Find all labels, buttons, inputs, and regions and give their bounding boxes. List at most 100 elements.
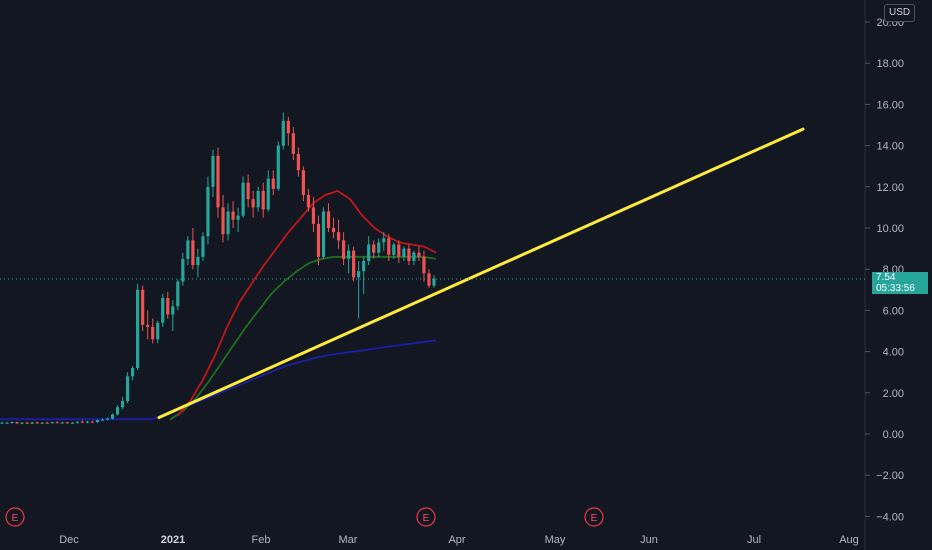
candle-body: [422, 256, 426, 274]
candle-body: [80, 421, 84, 423]
x-tick-label: Aug: [839, 534, 859, 546]
candle-body: [261, 190, 265, 210]
candle-body: [236, 215, 240, 220]
candle-body: [0, 422, 4, 424]
candle-body: [397, 244, 401, 257]
candle-body: [40, 422, 44, 424]
price-axis[interactable]: 20.0018.0016.0014.0012.0010.008.006.004.…: [865, 17, 904, 523]
x-tick-label: Apr: [448, 534, 465, 546]
candle-body: [296, 153, 300, 171]
candle-body: [216, 155, 220, 208]
candle-body: [347, 250, 351, 259]
candle-body: [120, 401, 125, 408]
candle-body: [241, 182, 245, 216]
candle-body: [281, 120, 285, 146]
currency-button[interactable]: USD: [884, 4, 916, 22]
earnings-marker-label: E: [591, 513, 598, 524]
candle-body: [221, 207, 225, 235]
candle-body: [181, 258, 185, 282]
trendline-layer[interactable]: [157, 127, 805, 420]
candle-body: [382, 238, 386, 243]
candle-body: [161, 298, 165, 323]
candle-body: [251, 199, 255, 208]
candle-body: [417, 252, 421, 257]
candle-body: [146, 324, 150, 327]
candle-body: [25, 422, 29, 424]
candle-body: [166, 298, 170, 315]
y-tick-label: −4.00: [876, 511, 904, 523]
candles: [0, 112, 436, 425]
candle-body: [171, 306, 175, 315]
x-tick-label: Jun: [640, 534, 658, 546]
candle-body: [231, 211, 235, 220]
candle-body: [316, 223, 321, 257]
candle-body: [70, 422, 74, 424]
candle-body: [326, 211, 331, 228]
candle-body: [211, 155, 215, 187]
candle-body: [141, 289, 145, 325]
time-axis[interactable]: Dec 2021 Feb Mar Apr May Jun Jul Aug: [59, 534, 859, 546]
ma-slow-line: [149, 339, 437, 421]
candle-body: [206, 186, 210, 237]
candle-body: [301, 170, 305, 196]
candle-body: [291, 133, 295, 154]
candle-body: [90, 421, 95, 423]
candle-body: [367, 244, 371, 261]
candle-body: [191, 240, 195, 266]
candle-body: [105, 418, 110, 420]
candle-body: [55, 422, 59, 424]
last-price-value: 7.54: [876, 272, 896, 283]
x-tick-label: Dec: [59, 534, 79, 546]
candle-body: [392, 244, 396, 255]
candle-body: [65, 422, 69, 424]
candle-body: [357, 271, 361, 278]
moving-averages: [0, 189, 437, 421]
candle-body: [336, 232, 341, 241]
candle-body: [306, 195, 311, 208]
candle-body: [136, 289, 140, 369]
candle-body: [196, 256, 200, 266]
x-tick-label: Mar: [339, 534, 358, 546]
last-price-label: 7.54 05:33:56: [872, 272, 928, 294]
y-tick-label: 4.00: [883, 347, 904, 359]
candle-body: [176, 281, 180, 307]
candle-body: [226, 211, 230, 235]
candle-body: [45, 422, 49, 424]
earnings-marker-icon: [584, 507, 604, 527]
candle-body: [15, 422, 19, 424]
x-tick-label: May: [545, 534, 566, 546]
candle-body: [266, 178, 270, 210]
candle-body: [100, 419, 105, 421]
earnings-marker-label: E: [423, 513, 430, 524]
candle-body: [186, 240, 190, 259]
x-tick-label: Jul: [747, 534, 761, 546]
candle-body: [75, 421, 79, 423]
candle-body: [331, 228, 336, 233]
candle-body: [115, 407, 120, 415]
candle-body: [352, 250, 356, 278]
earnings-marker-label: E: [12, 513, 19, 524]
trendline[interactable]: [157, 127, 805, 420]
ma-fast-line: [177, 189, 437, 417]
candle-body: [407, 248, 411, 261]
candle-body: [341, 240, 346, 259]
candle-body: [246, 182, 250, 200]
candle-body: [156, 322, 160, 340]
y-tick-label: 12.00: [876, 182, 904, 194]
candle-body: [20, 422, 24, 424]
candle-body: [377, 242, 381, 253]
candle-body: [50, 422, 54, 424]
candle-body: [95, 419, 100, 423]
candle-body: [372, 244, 376, 253]
earnings-marker-icon: [416, 507, 436, 527]
candle-body: [276, 145, 280, 189]
candle-body: [110, 414, 115, 419]
candle-body: [402, 248, 406, 257]
y-tick-label: 10.00: [876, 223, 904, 235]
candle-body: [271, 178, 275, 189]
y-tick-label: 16.00: [876, 99, 904, 111]
candle-body: [30, 422, 34, 424]
